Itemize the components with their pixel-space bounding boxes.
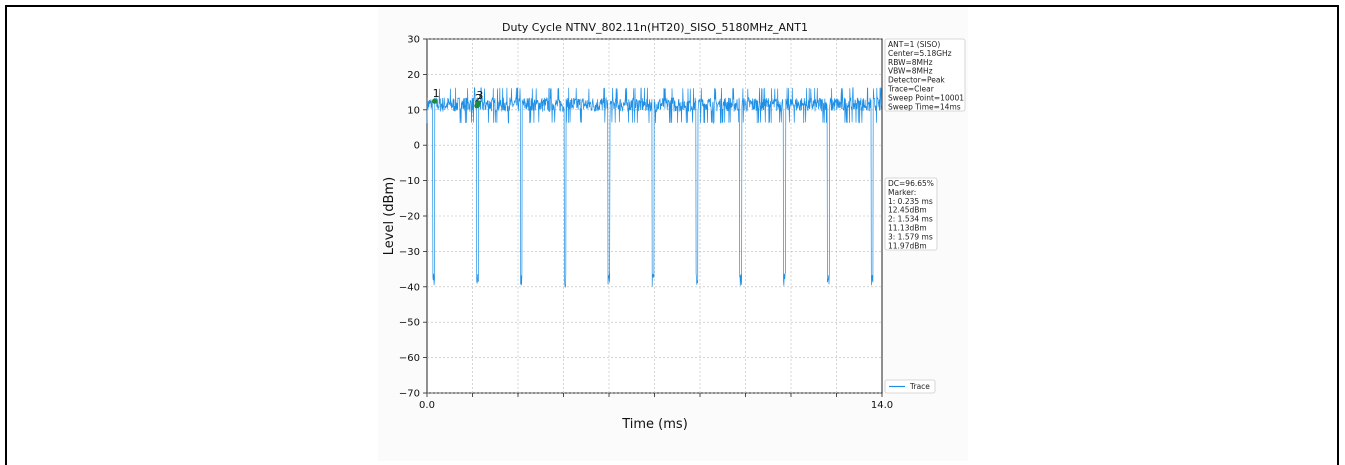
marker-point <box>432 98 438 104</box>
info-line: 3: 1.579 ms <box>888 232 933 241</box>
marker-point <box>475 100 481 106</box>
y-tick-label: −30 <box>399 247 420 258</box>
y-tick-label: −70 <box>399 389 420 400</box>
info-line: VBW=8MHz <box>888 67 933 76</box>
info-line: Detector=Peak <box>888 76 945 85</box>
info-line: Sweep Time=14ms <box>888 102 961 111</box>
y-tick-label: −60 <box>399 353 420 364</box>
y-tick-label: −40 <box>399 282 420 293</box>
y-tick-label: 0 <box>414 141 420 152</box>
info-line: Sweep Point=10001 <box>888 93 964 102</box>
chart-title: Duty Cycle NTNV_802.11n(HT20)_SISO_5180M… <box>502 21 808 34</box>
info-line: Marker: <box>888 188 916 197</box>
marker-group: 1 23 <box>432 87 483 109</box>
x-axis-label: Time (ms) <box>621 417 688 432</box>
info-line: Center=5.18GHz <box>888 49 952 58</box>
y-tick-label: 10 <box>407 105 420 116</box>
x-axis-ticks: 0.0 14.0 <box>419 393 893 411</box>
y-tick-label: 30 <box>407 35 420 46</box>
trace-line <box>426 86 883 289</box>
y-tick-label: −20 <box>399 212 420 223</box>
marker-label: 2 <box>475 92 482 105</box>
info-line: 2: 1.534 ms <box>888 215 933 224</box>
info-line: 11.13dBm <box>888 224 927 233</box>
info-line: 12.45dBm <box>888 206 927 215</box>
info-line: Trace=Clear <box>887 85 935 94</box>
gridlines <box>427 38 882 394</box>
x-tick-label: 0.0 <box>419 400 435 411</box>
info-line: ANT=1 (SISO) <box>888 40 940 49</box>
info-line: 1: 0.235 ms <box>888 197 933 206</box>
marker-label: 1 <box>433 87 440 100</box>
page-frame <box>5 5 1339 465</box>
settings-info-box: ANT=1 (SISO)Center=5.18GHzRBW=8MHzVBW=8M… <box>884 38 966 112</box>
y-tick-label: 20 <box>407 70 420 81</box>
y-axis-ticks: 30 20 10 0 −10 −20 −30 −40 −50 −60 −70 <box>399 35 427 400</box>
legend: Trace <box>884 379 936 394</box>
trace-series <box>426 86 883 289</box>
legend-entry-trace: Trace <box>909 382 930 391</box>
y-axis-label: Level (dBm) <box>382 177 397 255</box>
info-line: RBW=8MHz <box>888 58 933 67</box>
info-line: DC=96.65% <box>888 179 934 188</box>
marker-label: 3 <box>476 89 483 102</box>
y-tick-label: −10 <box>399 176 420 187</box>
x-tick-label: 14.0 <box>871 400 893 411</box>
info-line: 11.97dBm <box>888 241 927 250</box>
y-tick-label: −50 <box>399 318 420 329</box>
